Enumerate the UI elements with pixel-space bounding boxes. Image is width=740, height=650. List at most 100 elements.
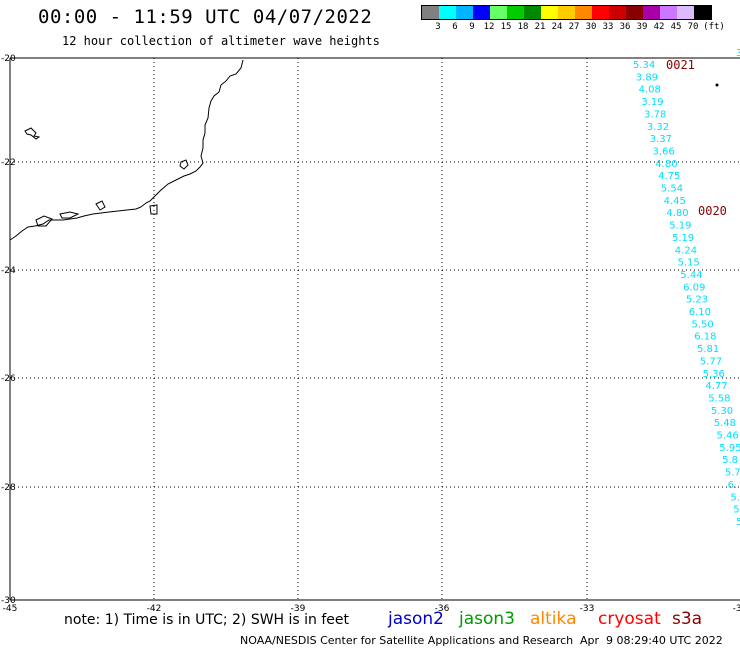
scale-tick-label: 3 (435, 22, 441, 32)
wave-height-value: 3.37 (650, 134, 672, 145)
wave-height-value: 5.8 (722, 455, 738, 466)
island-south (35, 200, 158, 227)
scale-tick-label: 18 (517, 22, 529, 32)
scale-tick-label: 12 (483, 22, 495, 32)
scale-swatch (694, 6, 711, 19)
scale-swatch (575, 6, 592, 19)
wave-height-color-scale: 3 6 9 12 15 18 21 24 27 30 33 36 39 42 45 70 (ft) (421, 5, 725, 34)
wave-height-value: 5. (730, 492, 740, 503)
pass-time-label: 0021 (666, 58, 695, 72)
scale-swatch (626, 6, 643, 19)
scale-tick-label: 6 (452, 22, 458, 32)
color-scale-labels: 3 6 9 12 15 18 21 24 27 30 33 36 39 42 45 70 (ft) (421, 20, 725, 34)
wave-height-value: 5.54 (661, 184, 683, 195)
scale-swatch (609, 6, 626, 19)
wave-height-value: 4.08 (639, 85, 661, 96)
scale-swatch (660, 6, 677, 19)
wave-height-value: 5.58 (708, 394, 730, 405)
latitude-tick-label: -24 (1, 266, 16, 276)
altimeter-track: 5.343.894.083.193.783.323.373.664.804.75… (633, 48, 740, 528)
scale-tick-label: 15 (500, 22, 512, 32)
wave-height-value: 5.95 (719, 443, 740, 454)
axis-tick-labels: -45 -42 -39 -36 -33 -30 -20 -22 -24 -26 -28 -30 (1, 54, 740, 614)
latitude-tick-label: -26 (1, 374, 16, 384)
longitude-tick-label: -33 (580, 604, 595, 614)
wave-height-value: 5.46 (717, 431, 739, 442)
coastline (9, 59, 244, 241)
wave-height-value: 5.19 (669, 221, 691, 232)
longitude-tick-label: -39 (291, 604, 306, 614)
satellite-legend-jason3: jason3 (459, 609, 515, 629)
wave-height-value: 5.81 (697, 344, 719, 355)
scale-swatch (473, 6, 490, 19)
scale-swatch (592, 6, 609, 19)
color-scale-swatches (421, 5, 712, 20)
latitude-tick-label: -20 (1, 54, 16, 64)
wave-height-value: 5.44 (680, 270, 702, 281)
satellite-legend-altika: altika (530, 609, 577, 629)
scale-tick-label: 21 (534, 22, 546, 32)
latitude-tick-label: -28 (1, 483, 16, 493)
satellite-legend-jason2: jason2 (388, 609, 444, 629)
longitude-tick-label: -45 (3, 604, 18, 614)
scale-swatch (456, 6, 473, 19)
wave-height-value: 5.34 (633, 60, 655, 71)
wave-height-value: 3.32 (647, 122, 669, 133)
wave-height-value: 4.80 (666, 208, 688, 219)
wave-height-value: 5.19 (672, 233, 694, 244)
longitude-tick-label: -42 (147, 604, 162, 614)
credit-text: NOAA/NESDIS Center for Satellite Applica… (240, 634, 574, 647)
latitude-tick-label: -22 (1, 158, 16, 168)
footer-note: note: 1) Time is in UTC; 2) SWH is in fe… (64, 612, 350, 628)
track-point (715, 83, 719, 87)
satellite-legend-s3a: s3a (672, 609, 703, 629)
pass-time-label: 0020 (698, 204, 727, 218)
scale-tick-label: 70 (687, 22, 699, 32)
wave-height-value: 6.09 (683, 282, 705, 293)
wave-height-value: 5.36 (703, 369, 725, 380)
scale-tick-label: 36 (619, 22, 631, 32)
wave-height-value: 4.80 (655, 159, 677, 170)
scale-tick-label: 42 (653, 22, 665, 32)
wave-height-value: 3.89 (636, 72, 658, 83)
scale-tick-label: 39 (636, 22, 648, 32)
scale-swatch (558, 6, 575, 19)
wave-height-value: 5.48 (714, 418, 736, 429)
latitude-tick-label: -30 (1, 596, 16, 606)
wave-height-value: 5.15 (678, 258, 700, 269)
wave-height-value: 4.77 (705, 381, 727, 392)
scale-tick-label: 33 (602, 22, 614, 32)
longitude-tick-label: -30 (733, 604, 740, 614)
wave-height-value: 5.50 (692, 319, 714, 330)
island-north (24, 127, 41, 140)
wave-height-value: 5.77 (700, 356, 722, 367)
map-subtitle: 12 hour collection of altimeter wave hei… (62, 34, 380, 48)
wave-height-value: 3.19 (641, 97, 663, 108)
wave-height-value: 4.45 (664, 196, 686, 207)
wave-height-value: 3.66 (653, 147, 675, 158)
wave-height-value: 5.23 (686, 295, 708, 306)
credit-timestamp: Apr 9 08:29:40 UTC 2022 (580, 634, 723, 647)
wave-height-value: 6.18 (694, 332, 716, 343)
wave-height-value: 5 (736, 517, 740, 528)
scale-swatch (507, 6, 524, 19)
wave-height-value: 6. (728, 480, 738, 491)
scale-tick-label: 24 (551, 22, 563, 32)
satellite-legend-cryosat: cryosat (598, 609, 661, 629)
scale-swatch (490, 6, 507, 19)
lat-lon-grid (10, 58, 740, 600)
scale-tick-label: 30 (585, 22, 597, 32)
wave-height-value: 4.24 (675, 245, 697, 256)
longitude-tick-label: -36 (435, 604, 450, 614)
wave-height-value: 5.7 (725, 468, 740, 479)
wave-height-value: 3 (736, 48, 740, 59)
scale-swatch (541, 6, 558, 19)
island-bay (179, 159, 189, 170)
scale-swatch (439, 6, 456, 19)
map-title: 00:00 - 11:59 UTC 04/07/2022 (38, 6, 373, 28)
wave-height-value: 5 (733, 505, 739, 516)
scale-tick-label: 9 (469, 22, 475, 32)
wave-height-value: 6.10 (689, 307, 711, 318)
scale-unit-label: (ft) (703, 22, 725, 32)
